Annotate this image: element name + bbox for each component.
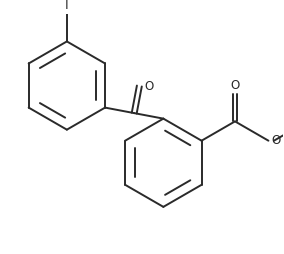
Text: I: I	[65, 0, 69, 12]
Text: O: O	[271, 134, 280, 147]
Text: O: O	[230, 79, 240, 92]
Text: O: O	[145, 80, 154, 92]
